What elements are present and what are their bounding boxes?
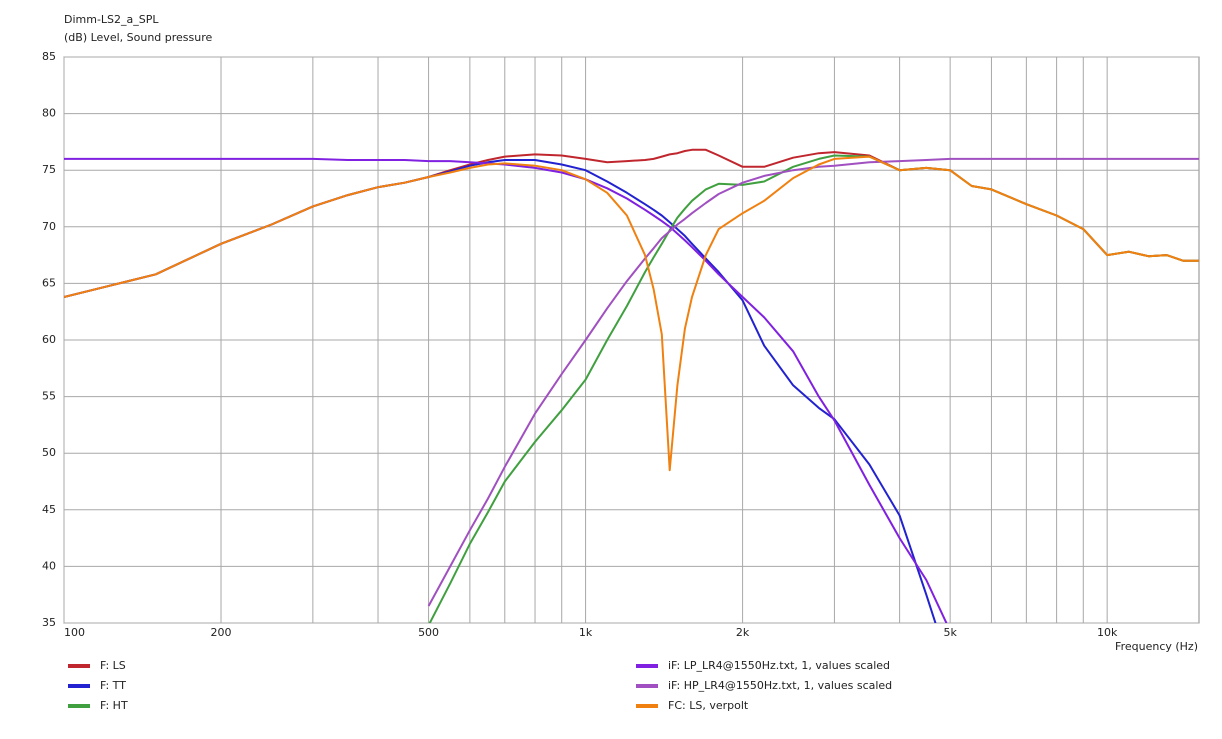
x-tick-label: 200: [211, 626, 232, 639]
y-tick-label: 60: [42, 333, 56, 346]
y-tick-label: 50: [42, 446, 56, 459]
y-tick-label: 40: [42, 559, 56, 572]
y-tick-label: 75: [42, 163, 56, 176]
series-line: [64, 157, 948, 623]
legend-label: FC: LS, verpolt: [668, 699, 749, 712]
x-tick-label: 1k: [579, 626, 593, 639]
chart-title: Dimm-LS2_a_SPL: [64, 13, 159, 26]
y-tick-label: 45: [42, 503, 56, 516]
series-line: [64, 155, 1199, 472]
x-tick-label: 10k: [1097, 626, 1118, 639]
y-tick-label: 80: [42, 107, 56, 120]
plot-lines: [64, 148, 1199, 623]
legend-label: iF: HP_LR4@1550Hz.txt, 1, values scaled: [668, 679, 892, 692]
y-tick-label: 55: [42, 390, 56, 403]
y-tick-label: 35: [42, 616, 56, 629]
series-line: [427, 157, 1199, 607]
y-tick-label: 85: [42, 50, 56, 63]
x-tick-label: 5k: [943, 626, 957, 639]
x-axis-label: Frequency (Hz): [1115, 640, 1198, 653]
x-tick-label: 100: [64, 626, 85, 639]
legend-label: F: TT: [100, 679, 126, 692]
x-tick-label: 500: [418, 626, 439, 639]
y-tick-label: 70: [42, 220, 56, 233]
legend-label: iF: LP_LR4@1550Hz.txt, 1, values scaled: [668, 659, 890, 672]
legend-label: F: HT: [100, 699, 128, 712]
y-axis-label: (dB) Level, Sound pressure: [64, 31, 213, 44]
legend-label: F: LS: [100, 659, 126, 672]
y-tick-label: 65: [42, 276, 56, 289]
x-tick-label: 2k: [736, 626, 750, 639]
